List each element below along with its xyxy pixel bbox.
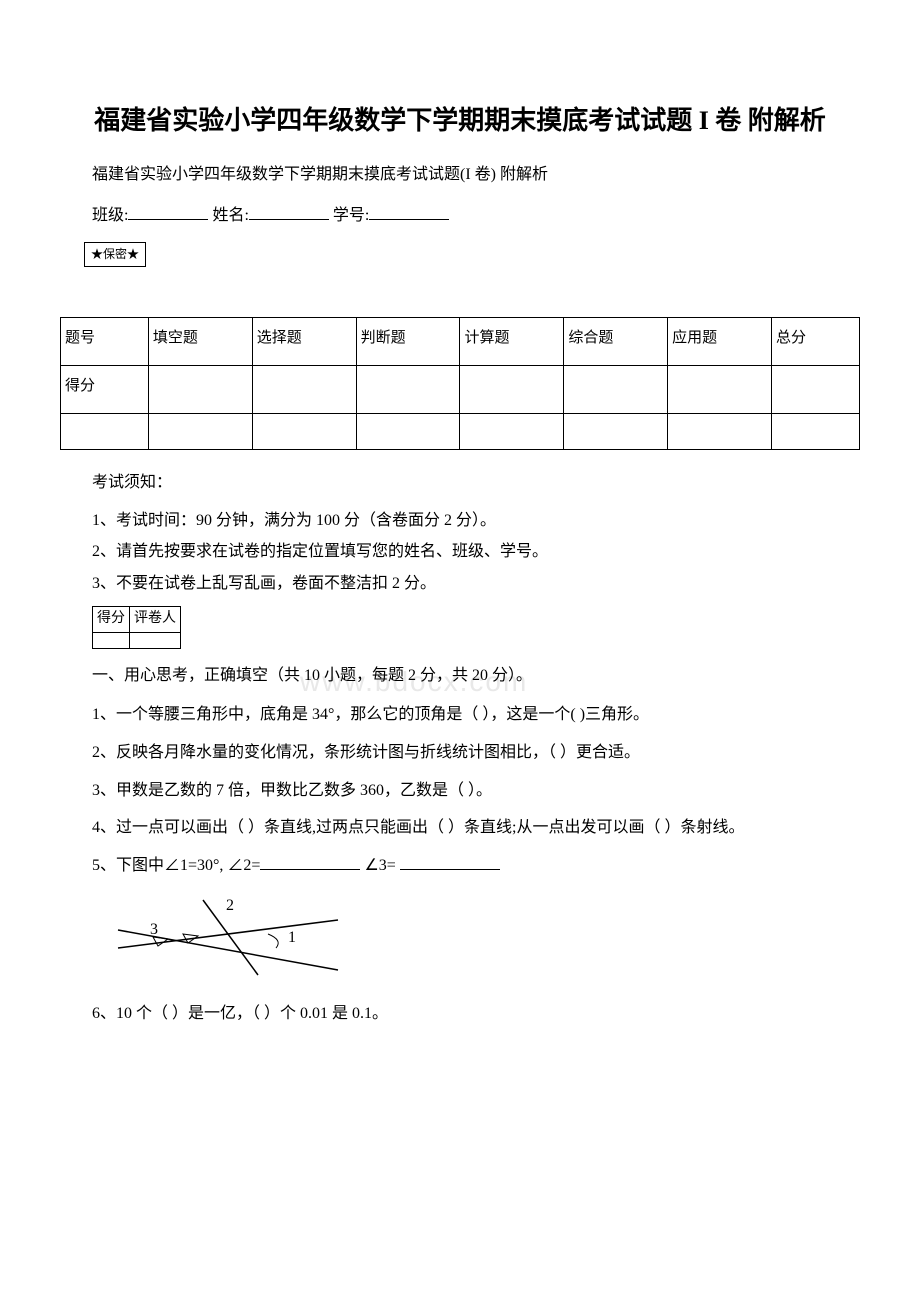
header-cell: 题号 — [61, 317, 149, 365]
student-info-line: 班级: 姓名: 学号: — [60, 203, 860, 229]
header-cell: 总分 — [772, 317, 860, 365]
score-table-header-row: 题号 填空题 选择题 判断题 计算题 综合题 应用题 总分 — [61, 317, 860, 365]
empty-cell — [668, 413, 772, 449]
mini-grader-cell[interactable] — [130, 632, 181, 648]
angle-diagram-svg: 2 1 3 — [108, 890, 348, 980]
angle-figure: 2 1 3 — [108, 890, 860, 989]
empty-cell — [460, 413, 564, 449]
score-cell[interactable] — [460, 365, 564, 413]
confidential-seal: ★保密★ — [84, 242, 146, 267]
question-5-prefix: 5、下图中∠1=30°, ∠2= — [92, 857, 260, 874]
score-table: 题号 填空题 选择题 判断题 计算题 综合题 应用题 总分 得分 — [60, 317, 860, 450]
empty-cell — [252, 413, 356, 449]
document-subtitle: 福建省实验小学四年级数学下学期期末摸底考试试题(I 卷) 附解析 — [60, 162, 860, 188]
empty-cell — [772, 413, 860, 449]
id-blank[interactable] — [369, 204, 449, 220]
mini-table-header: 得分 评卷人 — [93, 607, 181, 632]
question-5-mid: ∠3= — [360, 857, 399, 874]
rule-item: 3、不要在试卷上乱写乱画，卷面不整洁扣 2 分。 — [60, 571, 860, 597]
class-blank[interactable] — [128, 204, 208, 220]
id-label: 学号: — [333, 207, 369, 224]
question-1: 1、一个等腰三角形中，底角是 34°，那么它的顶角是（ ），这是一个( )三角形… — [60, 702, 860, 728]
angle-label-3: 3 — [150, 921, 158, 938]
score-table-empty-row — [61, 413, 860, 449]
score-cell[interactable] — [356, 365, 460, 413]
class-label: 班级: — [92, 207, 128, 224]
question-6: 6、10 个（ ）是一亿，（ ）个 0.01 是 0.1。 — [60, 1001, 860, 1027]
score-table-score-row: 得分 — [61, 365, 860, 413]
mini-score-label: 得分 — [93, 607, 130, 632]
question-4-text: 4、过一点可以画出（ ）条直线,过两点只能画出（ ）条直线;从一点出发可以画（ … — [60, 815, 744, 841]
q5-blank-1[interactable] — [260, 869, 360, 870]
question-5: 5、下图中∠1=30°, ∠2= ∠3= — [60, 853, 860, 879]
angle-label-2: 2 — [226, 897, 234, 914]
section-one-intro: 一、用心思考，正确填空（共 10 小题，每题 2 分，共 20 分）。 — [60, 663, 860, 689]
exam-notice-title: 考试须知： — [60, 470, 860, 496]
score-row-label: 得分 — [61, 365, 149, 413]
name-blank[interactable] — [249, 204, 329, 220]
empty-cell — [356, 413, 460, 449]
score-cell[interactable] — [772, 365, 860, 413]
header-cell: 计算题 — [460, 317, 564, 365]
header-cell: 选择题 — [252, 317, 356, 365]
score-cell[interactable] — [252, 365, 356, 413]
header-cell: 应用题 — [668, 317, 772, 365]
empty-cell — [148, 413, 252, 449]
score-cell[interactable] — [564, 365, 668, 413]
mini-table-empty — [93, 632, 181, 648]
rule-item: 2、请首先按要求在试卷的指定位置填写您的姓名、班级、学号。 — [60, 539, 860, 565]
header-cell: 填空题 — [148, 317, 252, 365]
score-cell[interactable] — [668, 365, 772, 413]
grader-mini-table: 得分 评卷人 — [92, 606, 181, 648]
rule-item: 1、考试时间：90 分钟，满分为 100 分（含卷面分 2 分）。 — [60, 508, 860, 534]
question-4: 4、过一点可以画出（ ）条直线,过两点只能画出（ ）条直线;从一点出发可以画（ … — [60, 815, 860, 841]
page-container: 福建省实验小学四年级数学下学期期末摸底考试试题 I 卷 附解析 福建省实验小学四… — [60, 100, 860, 1026]
document-title: 福建省实验小学四年级数学下学期期末摸底考试试题 I 卷 附解析 — [60, 100, 860, 142]
question-2: 2、反映各月降水量的变化情况，条形统计图与折线统计图相比，（ ）更合适。 — [60, 740, 860, 766]
q5-blank-2[interactable] — [400, 869, 500, 870]
question-3: 3、甲数是乙数的 7 倍，甲数比乙数多 360，乙数是（ ）。 — [60, 778, 860, 804]
angle-arc — [268, 934, 278, 948]
empty-cell — [564, 413, 668, 449]
mini-grader-label: 评卷人 — [130, 607, 181, 632]
mini-score-cell[interactable] — [93, 632, 130, 648]
score-cell[interactable] — [148, 365, 252, 413]
angle-label-1: 1 — [288, 929, 296, 946]
header-cell: 判断题 — [356, 317, 460, 365]
header-cell: 综合题 — [564, 317, 668, 365]
name-label: 姓名: — [212, 207, 248, 224]
empty-cell — [61, 413, 149, 449]
